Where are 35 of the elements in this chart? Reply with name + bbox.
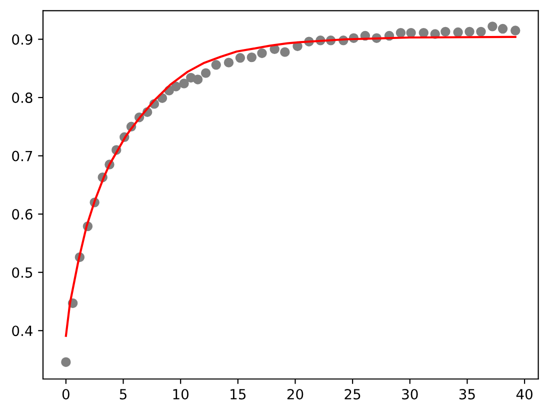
point — [200, 68, 211, 78]
point — [510, 26, 520, 36]
x-tick-label: 20 — [287, 388, 304, 400]
y-tick-label: 0.7 — [12, 150, 32, 162]
x-tick-label: 10 — [173, 388, 188, 400]
x-tick-label: 0 — [62, 388, 70, 400]
point — [488, 22, 498, 32]
x-tick-label: 35 — [459, 388, 475, 400]
point — [464, 26, 474, 37]
point — [453, 27, 463, 38]
point — [406, 28, 416, 38]
x-tick-label: 25 — [344, 388, 360, 400]
point — [224, 58, 234, 68]
point — [235, 53, 246, 63]
x-tick-label: 5 — [120, 389, 126, 400]
point — [396, 28, 406, 38]
point — [440, 26, 450, 37]
x-tick-label: 30 — [402, 388, 418, 400]
y-tick-label: 0.4 — [12, 326, 32, 336]
point — [179, 78, 189, 88]
x-tick-label: 40 — [516, 388, 532, 400]
y-tick-label: 0.6 — [12, 209, 32, 220]
point — [192, 74, 203, 84]
y-tick-label: 0.5 — [12, 267, 32, 278]
point — [498, 24, 508, 34]
point — [476, 26, 486, 37]
point — [280, 47, 290, 57]
point — [246, 52, 257, 62]
y-tick-label: 0.9 — [12, 34, 32, 45]
point — [257, 48, 267, 58]
point — [61, 357, 71, 367]
point — [211, 60, 221, 70]
y-tick-label: 0.8 — [12, 92, 32, 104]
point — [418, 28, 429, 38]
x-tick-label: 15 — [230, 389, 246, 400]
